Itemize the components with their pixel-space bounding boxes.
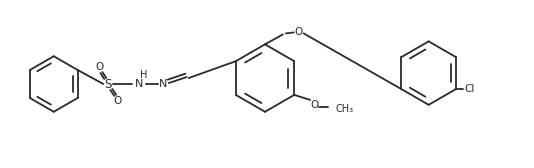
Text: H: H bbox=[140, 70, 148, 80]
Text: O: O bbox=[113, 96, 121, 106]
Text: O: O bbox=[310, 100, 318, 110]
Text: O: O bbox=[95, 62, 104, 72]
Text: N: N bbox=[159, 79, 167, 89]
Text: CH₃: CH₃ bbox=[336, 104, 354, 114]
Text: S: S bbox=[105, 77, 112, 91]
Text: O: O bbox=[295, 27, 303, 37]
Text: Cl: Cl bbox=[465, 84, 475, 94]
Text: N: N bbox=[135, 79, 143, 89]
